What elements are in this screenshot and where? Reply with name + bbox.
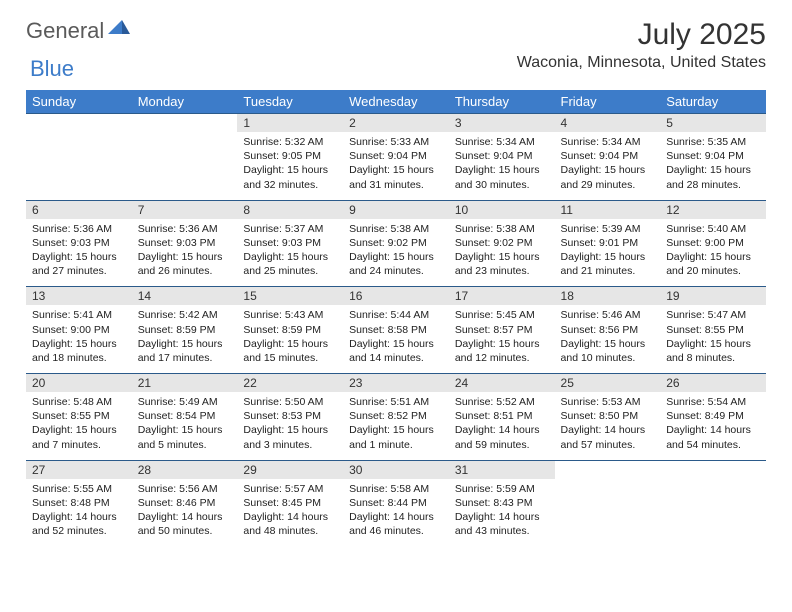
day-number-cell: 5 <box>660 114 766 133</box>
day-number-cell: 14 <box>132 287 238 306</box>
weekday-header-row: Sunday Monday Tuesday Wednesday Thursday… <box>26 90 766 114</box>
detail-row: Sunrise: 5:36 AMSunset: 9:03 PMDaylight:… <box>26 219 766 287</box>
day-detail-cell: Sunrise: 5:46 AMSunset: 8:56 PMDaylight:… <box>555 305 661 373</box>
day-detail-cell: Sunrise: 5:52 AMSunset: 8:51 PMDaylight:… <box>449 392 555 460</box>
weekday-header: Saturday <box>660 90 766 114</box>
day-detail-cell: Sunrise: 5:57 AMSunset: 8:45 PMDaylight:… <box>237 479 343 547</box>
logo-text-blue: Blue <box>30 56 74 81</box>
day-number-cell: 6 <box>26 200 132 219</box>
logo: General <box>26 18 132 44</box>
day-detail-cell: Sunrise: 5:40 AMSunset: 9:00 PMDaylight:… <box>660 219 766 287</box>
daynum-row: 12345 <box>26 114 766 133</box>
logo-flag-icon <box>108 20 130 43</box>
daynum-row: 6789101112 <box>26 200 766 219</box>
day-detail-cell: Sunrise: 5:53 AMSunset: 8:50 PMDaylight:… <box>555 392 661 460</box>
calendar-table: Sunday Monday Tuesday Wednesday Thursday… <box>26 90 766 546</box>
day-detail-cell: Sunrise: 5:35 AMSunset: 9:04 PMDaylight:… <box>660 132 766 200</box>
day-detail-cell: Sunrise: 5:59 AMSunset: 8:43 PMDaylight:… <box>449 479 555 547</box>
day-number-cell <box>555 460 661 479</box>
detail-row: Sunrise: 5:32 AMSunset: 9:05 PMDaylight:… <box>26 132 766 200</box>
day-detail-cell: Sunrise: 5:51 AMSunset: 8:52 PMDaylight:… <box>343 392 449 460</box>
day-detail-cell: Sunrise: 5:58 AMSunset: 8:44 PMDaylight:… <box>343 479 449 547</box>
day-number-cell: 13 <box>26 287 132 306</box>
day-detail-cell <box>132 132 238 200</box>
calendar-page: General July 2025 Waconia, Minnesota, Un… <box>0 0 792 564</box>
day-detail-cell: Sunrise: 5:41 AMSunset: 9:00 PMDaylight:… <box>26 305 132 373</box>
day-number-cell: 25 <box>555 374 661 393</box>
day-detail-cell: Sunrise: 5:36 AMSunset: 9:03 PMDaylight:… <box>132 219 238 287</box>
weekday-header: Thursday <box>449 90 555 114</box>
day-number-cell: 16 <box>343 287 449 306</box>
weekday-header: Tuesday <box>237 90 343 114</box>
detail-row: Sunrise: 5:55 AMSunset: 8:48 PMDaylight:… <box>26 479 766 547</box>
day-detail-cell: Sunrise: 5:49 AMSunset: 8:54 PMDaylight:… <box>132 392 238 460</box>
day-number-cell: 31 <box>449 460 555 479</box>
day-detail-cell: Sunrise: 5:34 AMSunset: 9:04 PMDaylight:… <box>555 132 661 200</box>
day-number-cell: 24 <box>449 374 555 393</box>
day-number-cell: 18 <box>555 287 661 306</box>
day-number-cell: 20 <box>26 374 132 393</box>
detail-row: Sunrise: 5:48 AMSunset: 8:55 PMDaylight:… <box>26 392 766 460</box>
day-number-cell: 30 <box>343 460 449 479</box>
day-detail-cell: Sunrise: 5:39 AMSunset: 9:01 PMDaylight:… <box>555 219 661 287</box>
day-number-cell: 12 <box>660 200 766 219</box>
day-detail-cell: Sunrise: 5:38 AMSunset: 9:02 PMDaylight:… <box>449 219 555 287</box>
day-number-cell <box>132 114 238 133</box>
day-number-cell: 21 <box>132 374 238 393</box>
weekday-header: Sunday <box>26 90 132 114</box>
day-number-cell: 1 <box>237 114 343 133</box>
day-number-cell: 26 <box>660 374 766 393</box>
daynum-row: 13141516171819 <box>26 287 766 306</box>
day-detail-cell: Sunrise: 5:34 AMSunset: 9:04 PMDaylight:… <box>449 132 555 200</box>
weekday-header: Friday <box>555 90 661 114</box>
location-text: Waconia, Minnesota, United States <box>517 54 766 72</box>
day-number-cell: 11 <box>555 200 661 219</box>
day-detail-cell: Sunrise: 5:45 AMSunset: 8:57 PMDaylight:… <box>449 305 555 373</box>
day-number-cell: 9 <box>343 200 449 219</box>
day-number-cell: 15 <box>237 287 343 306</box>
logo-text-general: General <box>26 18 104 44</box>
day-detail-cell: Sunrise: 5:54 AMSunset: 8:49 PMDaylight:… <box>660 392 766 460</box>
day-detail-cell <box>26 132 132 200</box>
title-block: July 2025 Waconia, Minnesota, United Sta… <box>517 18 766 72</box>
day-detail-cell: Sunrise: 5:36 AMSunset: 9:03 PMDaylight:… <box>26 219 132 287</box>
day-detail-cell: Sunrise: 5:56 AMSunset: 8:46 PMDaylight:… <box>132 479 238 547</box>
day-number-cell: 23 <box>343 374 449 393</box>
weekday-header: Wednesday <box>343 90 449 114</box>
day-detail-cell: Sunrise: 5:43 AMSunset: 8:59 PMDaylight:… <box>237 305 343 373</box>
daynum-row: 20212223242526 <box>26 374 766 393</box>
detail-row: Sunrise: 5:41 AMSunset: 9:00 PMDaylight:… <box>26 305 766 373</box>
daynum-row: 2728293031 <box>26 460 766 479</box>
day-detail-cell: Sunrise: 5:32 AMSunset: 9:05 PMDaylight:… <box>237 132 343 200</box>
day-detail-cell: Sunrise: 5:48 AMSunset: 8:55 PMDaylight:… <box>26 392 132 460</box>
day-detail-cell: Sunrise: 5:37 AMSunset: 9:03 PMDaylight:… <box>237 219 343 287</box>
day-number-cell: 27 <box>26 460 132 479</box>
day-detail-cell <box>660 479 766 547</box>
day-detail-cell: Sunrise: 5:42 AMSunset: 8:59 PMDaylight:… <box>132 305 238 373</box>
day-number-cell <box>26 114 132 133</box>
day-number-cell: 3 <box>449 114 555 133</box>
day-number-cell: 7 <box>132 200 238 219</box>
day-detail-cell: Sunrise: 5:33 AMSunset: 9:04 PMDaylight:… <box>343 132 449 200</box>
day-number-cell: 4 <box>555 114 661 133</box>
weekday-header: Monday <box>132 90 238 114</box>
day-detail-cell <box>555 479 661 547</box>
day-number-cell: 22 <box>237 374 343 393</box>
day-detail-cell: Sunrise: 5:44 AMSunset: 8:58 PMDaylight:… <box>343 305 449 373</box>
day-detail-cell: Sunrise: 5:38 AMSunset: 9:02 PMDaylight:… <box>343 219 449 287</box>
day-number-cell: 17 <box>449 287 555 306</box>
month-title: July 2025 <box>517 18 766 52</box>
day-number-cell: 28 <box>132 460 238 479</box>
day-number-cell: 19 <box>660 287 766 306</box>
day-number-cell: 8 <box>237 200 343 219</box>
day-detail-cell: Sunrise: 5:50 AMSunset: 8:53 PMDaylight:… <box>237 392 343 460</box>
day-number-cell <box>660 460 766 479</box>
day-number-cell: 29 <box>237 460 343 479</box>
day-number-cell: 2 <box>343 114 449 133</box>
day-detail-cell: Sunrise: 5:47 AMSunset: 8:55 PMDaylight:… <box>660 305 766 373</box>
day-detail-cell: Sunrise: 5:55 AMSunset: 8:48 PMDaylight:… <box>26 479 132 547</box>
day-number-cell: 10 <box>449 200 555 219</box>
